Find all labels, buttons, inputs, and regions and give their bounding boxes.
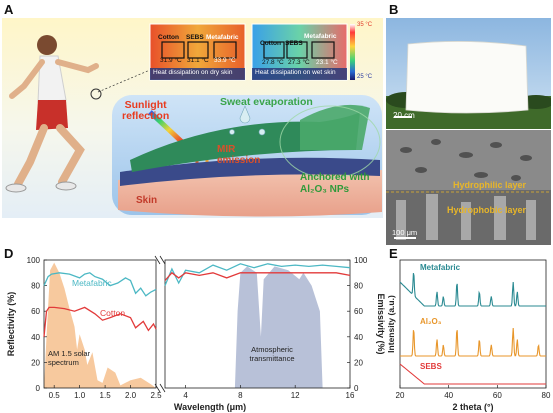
solar-spectrum-fill [44,262,156,388]
scalebar-label-c: 100 μm [392,228,418,237]
series-line-al2o3 [400,327,546,357]
annotation-atmospheric: transmittance [249,354,294,363]
series-line-emissivity-cotton [164,271,351,281]
label-hydrophobic-layer: Hydrophobic layer [447,205,527,215]
y-axis-label-e: Intensity (a.u.) [386,295,396,353]
y-axis-label-left: Reflectivity (%) [6,292,16,357]
zoom-line [97,69,151,93]
label-hydrophilic-layer: Hydrophilic layer [453,180,527,190]
x-axis-label-e: 2 theta (°) [452,402,493,412]
series-line-reflectivity-cotton [43,306,157,337]
thermal-wet-sample-1: Cotton [260,40,281,47]
metafabric-sheet [405,41,529,114]
thermal-wet-temp-3: 23.1 °C [316,59,338,66]
panel-c-sem-image [386,130,551,245]
thermal-wet-sample-2: SEBS [285,40,303,47]
x-tick-label-left: 2.0 [125,391,137,400]
y-tick-label-right: 40 [354,333,363,342]
y-tick-label-left: 20 [31,358,40,367]
axes-frame-left [43,259,157,389]
scalebar-c [394,237,416,239]
y-axis-label-right: Emissivity (%) [376,293,385,354]
panel-label-d: D [4,246,14,261]
x-tick-label-left: 1.0 [74,391,86,400]
axis-break-top [154,255,166,265]
axes-frame-e [399,259,547,389]
x-tick-label-e: 20 [396,391,405,400]
y-tick-label-right: 0 [354,384,359,393]
skin-layer [118,167,382,217]
panel-label-a: A [4,2,14,17]
thermal-wet-sample-3: Metafabric [304,33,337,40]
thermal-wet-caption: Heat dissipation on wet skin [255,69,336,76]
series-line-reflectivity-metafabric [43,272,157,297]
series-line-emissivity-metafabric [164,263,351,286]
y-tick-label-right: 80 [354,282,363,291]
thermal-dry-temp-3: 33.9 °C [214,57,236,64]
series-label-metafabric: Metafabric [72,278,112,288]
thermal-dry-temp-2: 31.1 °C [187,57,209,64]
annotation-solar-spectrum: AM 1.5 solar [48,349,91,358]
panel-a-illustration [2,18,383,218]
thermal-wet-temp-2: 27.3 °C [288,59,310,66]
chart-e-xrd: 20 40 60 80 Metafabric Al₂O₃ SEBS 2 theta (°) In… [386,259,551,412]
axes-frame-right [164,259,351,389]
y-tick-label-left: 40 [31,333,40,342]
panel-label-b: B [389,2,399,17]
panel-b-photo [386,18,551,129]
x-tick-label-right: 16 [346,391,355,400]
thermal-dry-sample-1: Cotton [158,34,179,41]
x-tick-label-right: 8 [238,391,243,400]
thermal-dry-caption: Heat dissipation on dry skin [153,69,233,76]
chart-d-spectra: 0 0 20 20 40 40 60 60 80 80 100 100 0.5 1.0 1.5 2.0 2.5 4… [6,255,385,412]
y-tick-label-left: 0 [36,384,41,393]
label-anchored-al2o3: Anchored with Al₂O₃ NPs [300,172,370,195]
temperature-scale-bar [350,24,355,80]
zoom-circle [90,88,102,100]
scale-max-label: 35 °C [357,22,373,28]
panel-label-e: E [389,246,398,261]
y-tick-label-right: 20 [354,358,363,367]
x-tick-label-right: 12 [291,391,300,400]
label-sunlight-reflection: Sunlight reflection [122,99,170,122]
series-label-sebs: SEBS [420,362,442,371]
annotation-solar-spectrum: spectrum [48,358,79,367]
series-line-metafabric [399,272,546,307]
x-tick-label-e: 40 [444,391,453,400]
x-tick-label-e: 60 [493,391,502,400]
y-tick-label-left: 100 [27,256,41,265]
series-label-metafabric: Metafabric [420,263,461,272]
label-mir-emission: MIR emission [217,144,261,166]
thermal-dry-sample-2: SEBS [186,34,204,41]
hydrophobic-fabric-layer [120,157,380,186]
atmospheric-transmittance-fill [234,266,323,388]
x-tick-label-left: 1.5 [100,391,112,400]
scale-min-label: 25 °C [357,74,373,80]
annotation-atmospheric: Atmospheric [251,345,293,354]
scalebar-label-b: 20 cm [393,111,415,120]
y-tick-label-right: 60 [354,307,363,316]
runner-figure [5,35,99,193]
y-tick-label-left: 60 [31,307,40,316]
label-skin: Skin [136,195,158,206]
zoom-ellipse [279,105,381,179]
thermal-dry-sample-3: Metafabric [206,34,239,41]
series-label-al2o3: Al₂O₃ [420,317,442,326]
x-tick-label-right: 4 [183,391,188,400]
x-tick-label-left: 2.5 [150,391,162,400]
scalebar-b [394,116,412,118]
series-line-sebs [399,363,546,385]
x-tick-label-left: 0.5 [49,391,61,400]
series-label-cotton: Cotton [100,308,125,318]
label-sweat-evaporation: Sweat evaporation [220,96,313,108]
x-axis-label: Wavelength (μm) [174,402,246,412]
x-tick-label-e: 80 [542,391,551,400]
thermal-dry-temp-1: 31.9 °C [160,57,182,64]
thermal-wet-temp-1: 27.8 °C [262,59,284,66]
sweat-droplets-icon [229,105,266,136]
y-tick-label-right: 100 [354,256,368,265]
sunlight-ray-icon [148,110,184,144]
y-tick-label-left: 80 [31,282,40,291]
